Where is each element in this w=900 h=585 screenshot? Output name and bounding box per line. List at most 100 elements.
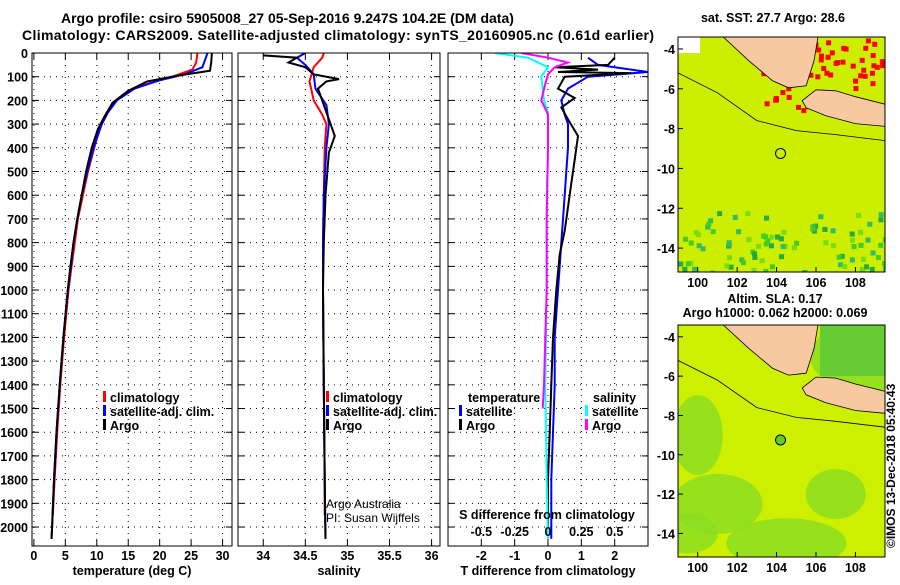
map-field: [678, 37, 885, 272]
watermark: ©IMOS 13-Dec-2018 05:40:43: [884, 383, 898, 548]
lat-tick-label: -6: [664, 370, 675, 384]
sst-cell-cool: [875, 255, 881, 261]
x-tick-label: 25: [184, 549, 198, 563]
sst-cell-cool: [882, 261, 885, 267]
sla-blob: [678, 513, 718, 554]
sst-cell-cool: [802, 270, 808, 272]
temperature-panel: 0 5 10 15 20 25 300100200300400500600700800900…: [0, 47, 233, 578]
x-axis-label: salinity: [317, 564, 360, 578]
map-frame: [677, 36, 886, 273]
x-tick-label: 36: [425, 549, 439, 563]
land-sumatra: [722, 325, 819, 376]
sst-cell-cool: [769, 234, 775, 240]
sst-cell-cool: [779, 254, 785, 260]
series-line-salinity-argo: [521, 53, 572, 409]
sst-cell-cool: [759, 258, 765, 264]
sst-cell-hot: [773, 95, 779, 101]
legend-swatch: [103, 391, 106, 402]
sst-cell-cool: [696, 243, 702, 249]
series-line-argo: [50, 53, 213, 539]
sst-cell-cool: [763, 268, 769, 272]
depth-tick-label: 1900: [0, 497, 28, 511]
legend-swatch: [585, 405, 588, 416]
legend-label: climatology: [333, 391, 403, 405]
sst-cell-hot: [880, 63, 885, 69]
sst-cell-hot: [853, 78, 859, 84]
sst-cell-cool: [822, 226, 828, 232]
lat-tick-label: -10: [657, 449, 675, 463]
map-field: [678, 325, 885, 557]
sla-blob: [726, 518, 847, 557]
lon-tick-label: 104: [766, 561, 787, 575]
sla-blob: [805, 469, 866, 520]
missing-data: [678, 37, 700, 53]
contour-line: [678, 360, 885, 428]
legend-label: Argo: [110, 419, 140, 433]
sst-cell-cool: [794, 240, 800, 246]
profile-location-marker: [775, 434, 787, 446]
sst-cell-hot: [824, 70, 830, 76]
legend-swatch: [459, 419, 462, 430]
lon-tick-label: 100: [687, 276, 708, 290]
series-line-climatology: [51, 53, 199, 516]
x-tick-label: 0: [30, 549, 37, 563]
sst-cell-hot: [818, 57, 824, 63]
sst-cell-cool: [870, 250, 876, 256]
sst-cell-hot: [808, 72, 814, 78]
sst-cell-cool: [724, 263, 730, 269]
sst-cell-cool: [756, 243, 762, 249]
sst-cell-cool: [775, 234, 781, 240]
sst-cell-cool: [682, 266, 688, 272]
s-tick-label: 0: [545, 525, 552, 539]
sst-cell-hot: [850, 63, 856, 69]
sst-cell-hot: [786, 86, 792, 92]
sst-cell-hot: [821, 65, 827, 71]
title-line1: Argo profile: csiro 5905008_27 05-Sep-20…: [61, 10, 514, 26]
title-line2: Climatology: CARS2009. Satellite-adjuste…: [22, 27, 654, 43]
sst-cell-hot: [828, 72, 834, 78]
sst-map: 100 102 104 106 108 -4 -6 -8 -10 -12 -14: [657, 36, 886, 290]
lat-tick-label: -12: [657, 202, 675, 216]
lon-tick-label: 108: [845, 561, 866, 575]
sst-cell-cool: [752, 254, 758, 260]
legend-swatch: [326, 391, 329, 402]
sst-cell-cool: [700, 246, 706, 252]
sst-cell-cool: [849, 237, 855, 243]
plot-frame: [447, 52, 649, 547]
lon-tick-label: 100: [687, 561, 708, 575]
series-line-argo: [263, 54, 340, 539]
sst-cell-cool: [768, 243, 774, 249]
sst-cell-hot: [871, 63, 877, 69]
sst-cell-cool: [710, 229, 716, 235]
sst-cell-cool: [781, 229, 787, 235]
legend-label: satellite-adj. clim.: [333, 405, 437, 419]
x-tick-label: 30: [216, 549, 230, 563]
sst-cell-hot: [858, 73, 864, 79]
depth-tick-label: 1700: [0, 450, 28, 464]
sst-cell-hot: [795, 104, 801, 110]
sst-cell-cool: [882, 237, 885, 243]
land-sumatra: [722, 37, 819, 89]
sst-cell-cool: [858, 242, 864, 248]
sst-cell-cool: [878, 242, 884, 248]
difference-panel: -2 -1 0 1 2T difference from climatology S di…: [447, 52, 649, 578]
legend-label: climatology: [110, 391, 180, 405]
sst-cell-cool: [769, 264, 775, 270]
legend-swatch: [103, 405, 106, 416]
legend-swatch: [103, 419, 106, 430]
sst-cell-cool: [839, 253, 845, 259]
depth-tick-label: 600: [7, 189, 28, 203]
x-tick-label: -2: [476, 549, 487, 563]
sla-map: 100 102 104 106 108 -4 -6 -8 -10 -12 -14: [657, 324, 886, 575]
sst-cell-cool: [688, 260, 694, 266]
legend-title-salinity: salinity: [593, 391, 636, 405]
sst-cell-hot: [843, 46, 849, 52]
x-tick-label: 15: [121, 549, 135, 563]
land-java: [801, 376, 885, 414]
lat-tick-label: -6: [664, 83, 675, 97]
legend-label: satellite: [592, 405, 639, 419]
sst-cell-cool: [728, 264, 734, 270]
sst-cell-cool: [864, 264, 870, 270]
sst-cell-hot: [815, 74, 821, 80]
sst-cell-cool: [849, 257, 855, 263]
